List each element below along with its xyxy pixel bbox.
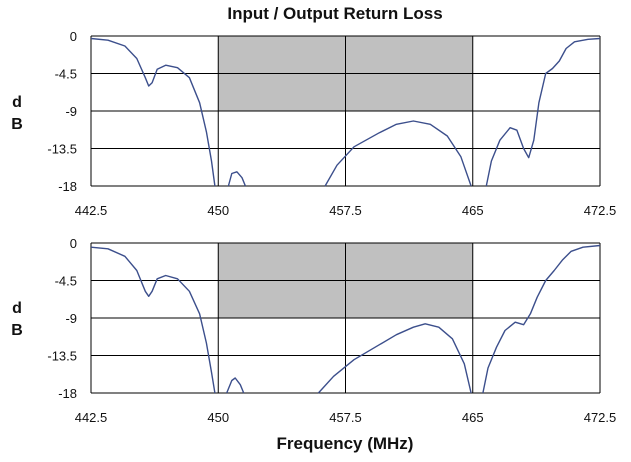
y-tick-label: -18	[58, 179, 77, 194]
return-loss-curve-segment	[482, 244, 601, 394]
x-tick-label: 450	[207, 203, 229, 218]
x-tick-label: 442.5	[75, 410, 108, 425]
y-tick-label: -18	[58, 386, 77, 401]
x-axis-label: Frequency (MHz)	[276, 434, 414, 453]
x-tick-label: 457.5	[329, 410, 362, 425]
return-loss-curve-segment	[227, 171, 247, 187]
x-tick-label: 457.5	[329, 203, 362, 218]
return-loss-curve-segment	[90, 246, 216, 394]
y-tick-label: 0	[70, 236, 77, 251]
y-axis-label-top-line-1: d	[12, 94, 22, 111]
x-tick-label: 442.5	[75, 203, 108, 218]
y-tick-label: -9	[65, 104, 77, 119]
y-tick-label: -4.5	[55, 274, 77, 289]
return-loss-curve-segment	[90, 37, 216, 187]
return-loss-curve-segment	[226, 377, 245, 394]
return-loss-curve-segment	[317, 323, 472, 394]
y-tick-label: -13.5	[47, 142, 77, 157]
x-tick-label: 465	[462, 203, 484, 218]
chart-title: Input / Output Return Loss	[227, 4, 443, 23]
return-loss-curve-segment	[324, 120, 472, 187]
y-tick-label: -4.5	[55, 67, 77, 82]
y-axis-label-top-line-2: B	[11, 116, 23, 133]
x-tick-label: 465	[462, 410, 484, 425]
x-tick-label: 472.5	[584, 203, 617, 218]
x-tick-label: 472.5	[584, 410, 617, 425]
y-axis-label-bottom: d B	[0, 298, 34, 342]
y-axis-label-top: d B	[0, 92, 34, 136]
plot-panel-1: 0 -4.5 -9 -13.5 -18 442.5 450 457.5 465 472.5	[47, 29, 616, 218]
y-axis-label-bottom-line-1: d	[12, 300, 22, 317]
y-axis-label-bottom-line-2: B	[11, 322, 23, 339]
y-tick-label: -9	[65, 311, 77, 326]
y-tick-label: 0	[70, 29, 77, 44]
y-tick-label: -13.5	[47, 349, 77, 364]
x-tick-label: 450	[207, 410, 229, 425]
plot-panel-2: 0 -4.5 -9 -13.5 -18 442.5 450 457.5 465 472.5	[47, 236, 616, 425]
return-loss-curve-segment	[485, 37, 601, 187]
